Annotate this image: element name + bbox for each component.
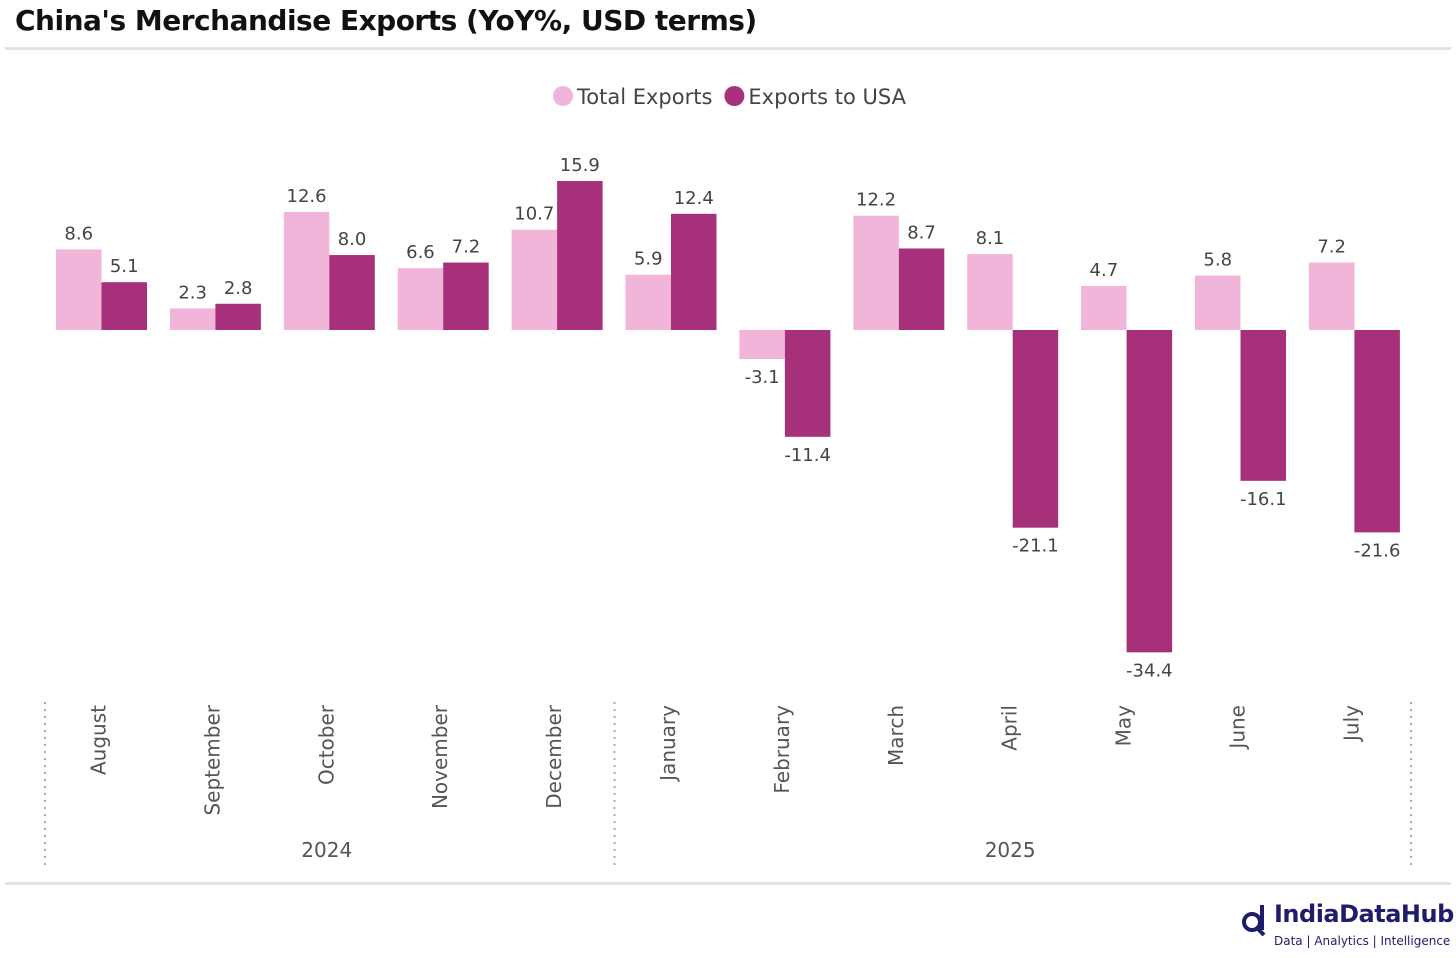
bar-total bbox=[169, 308, 216, 330]
x-tick-label: March bbox=[884, 705, 908, 766]
data-label: -21.1 bbox=[1012, 536, 1059, 557]
legend-label-1: Exports to USA bbox=[748, 85, 906, 109]
bar-usa bbox=[1126, 330, 1173, 653]
data-label: 8.7 bbox=[907, 222, 936, 243]
bar-total bbox=[1308, 262, 1355, 330]
bar-usa bbox=[1240, 330, 1286, 481]
bar-total bbox=[967, 254, 1013, 330]
legend-label-0: Total Exports bbox=[576, 85, 712, 109]
bar-usa bbox=[443, 262, 489, 330]
data-label: 5.9 bbox=[634, 249, 663, 270]
bar-total bbox=[1081, 285, 1127, 330]
data-label: -21.6 bbox=[1354, 540, 1401, 561]
data-label: 6.6 bbox=[406, 242, 435, 263]
data-label: 7.2 bbox=[1317, 237, 1346, 258]
chart-title: China's Merchandise Exports (YoY%, USD t… bbox=[15, 4, 757, 37]
year-label: 2025 bbox=[985, 838, 1036, 862]
data-label: -3.1 bbox=[745, 367, 780, 388]
bar-total bbox=[511, 229, 558, 330]
data-label: 12.6 bbox=[287, 186, 327, 207]
bar-usa bbox=[1012, 330, 1059, 528]
logo-tagline: Data | Analytics | Intelligence bbox=[1274, 934, 1451, 948]
year-label: 2024 bbox=[301, 838, 352, 862]
bar-total bbox=[625, 274, 671, 330]
bar-usa bbox=[101, 282, 147, 330]
x-tick-label: May bbox=[1112, 705, 1136, 747]
x-tick-label: July bbox=[1339, 705, 1363, 743]
data-label: 12.4 bbox=[674, 188, 714, 209]
data-label: 8.1 bbox=[976, 228, 1005, 249]
data-label: 7.2 bbox=[452, 237, 481, 258]
bar-total bbox=[853, 215, 899, 330]
bar-total bbox=[56, 249, 102, 330]
top-divider bbox=[5, 47, 1451, 50]
bar-total bbox=[1195, 275, 1241, 330]
data-label: 4.7 bbox=[1090, 260, 1119, 281]
logo-icon bbox=[1242, 905, 1266, 936]
data-label: 2.8 bbox=[224, 278, 253, 299]
data-label: -16.1 bbox=[1240, 489, 1287, 510]
data-label: -11.4 bbox=[784, 445, 831, 466]
bottom-divider bbox=[5, 882, 1451, 885]
bar-total bbox=[283, 211, 330, 330]
bar-usa bbox=[1354, 330, 1400, 533]
x-tick-label: January bbox=[656, 705, 680, 783]
x-tick-label: August bbox=[87, 705, 111, 775]
data-label: 8.6 bbox=[64, 223, 93, 244]
data-label: 5.8 bbox=[1203, 250, 1232, 271]
bar-usa bbox=[898, 248, 945, 330]
bar-usa bbox=[557, 181, 603, 330]
data-label: 10.7 bbox=[514, 204, 554, 225]
bar-total bbox=[739, 330, 785, 360]
data-label: 12.2 bbox=[856, 190, 896, 211]
x-tick-label: December bbox=[542, 704, 566, 808]
x-tick-label: April bbox=[998, 705, 1022, 751]
bar-usa bbox=[671, 213, 717, 330]
x-tick-label: September bbox=[200, 704, 224, 815]
x-tick-label: November bbox=[428, 704, 452, 809]
x-tick-label: February bbox=[770, 705, 794, 794]
data-label: 8.0 bbox=[338, 229, 367, 250]
legend-marker-0 bbox=[553, 86, 573, 106]
legend-marker-1 bbox=[724, 86, 745, 106]
logo-name: IndiaDataHub bbox=[1274, 900, 1454, 928]
x-tick-label: June bbox=[1226, 705, 1250, 751]
bar-usa bbox=[329, 255, 375, 330]
data-label: -34.4 bbox=[1126, 660, 1173, 681]
bar-usa bbox=[215, 303, 261, 330]
data-label: 2.3 bbox=[178, 282, 207, 303]
data-label: 15.9 bbox=[560, 155, 600, 176]
data-label: 5.1 bbox=[110, 256, 139, 277]
x-tick-label: October bbox=[314, 704, 338, 785]
bar-usa bbox=[784, 330, 831, 437]
bar-total bbox=[397, 268, 444, 330]
